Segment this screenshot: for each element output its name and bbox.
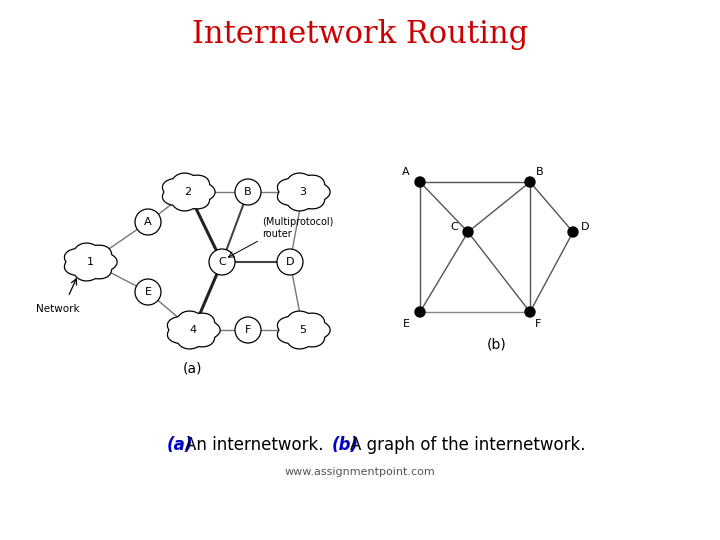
Text: E: E xyxy=(145,287,151,297)
Text: C: C xyxy=(450,222,458,232)
Circle shape xyxy=(463,227,473,237)
Text: An internetwork.: An internetwork. xyxy=(185,436,323,454)
Circle shape xyxy=(277,249,303,275)
Text: F: F xyxy=(535,319,541,329)
Polygon shape xyxy=(277,311,330,349)
Text: (a): (a) xyxy=(167,436,194,454)
Text: D: D xyxy=(581,222,589,232)
Polygon shape xyxy=(64,243,117,281)
Circle shape xyxy=(525,307,535,317)
Circle shape xyxy=(135,279,161,305)
Polygon shape xyxy=(168,311,220,349)
Text: (b): (b) xyxy=(487,338,506,352)
Text: 5: 5 xyxy=(300,325,307,335)
Text: A: A xyxy=(402,167,410,177)
Circle shape xyxy=(235,317,261,343)
Circle shape xyxy=(568,227,578,237)
Text: (Multiprotocol)
router: (Multiprotocol) router xyxy=(262,217,333,239)
Text: C: C xyxy=(218,257,226,267)
Text: D: D xyxy=(286,257,294,267)
Text: 4: 4 xyxy=(189,325,197,335)
Text: (a): (a) xyxy=(184,361,203,375)
Circle shape xyxy=(525,177,535,187)
Text: Network: Network xyxy=(36,304,80,314)
Text: E: E xyxy=(402,319,410,329)
Circle shape xyxy=(415,307,425,317)
Circle shape xyxy=(415,177,425,187)
Text: 3: 3 xyxy=(300,187,307,197)
Text: A: A xyxy=(144,217,152,227)
Text: www.assignmentpoint.com: www.assignmentpoint.com xyxy=(284,467,436,477)
Circle shape xyxy=(209,249,235,275)
Circle shape xyxy=(135,209,161,235)
Circle shape xyxy=(235,179,261,205)
Text: 2: 2 xyxy=(184,187,192,197)
Text: 1: 1 xyxy=(86,257,94,267)
Text: A graph of the internetwork.: A graph of the internetwork. xyxy=(350,436,585,454)
Polygon shape xyxy=(277,173,330,211)
Text: F: F xyxy=(245,325,251,335)
Text: B: B xyxy=(244,187,252,197)
Polygon shape xyxy=(163,173,215,211)
Text: Internetwork Routing: Internetwork Routing xyxy=(192,19,528,51)
Text: (b): (b) xyxy=(332,436,359,454)
Text: B: B xyxy=(536,167,544,177)
